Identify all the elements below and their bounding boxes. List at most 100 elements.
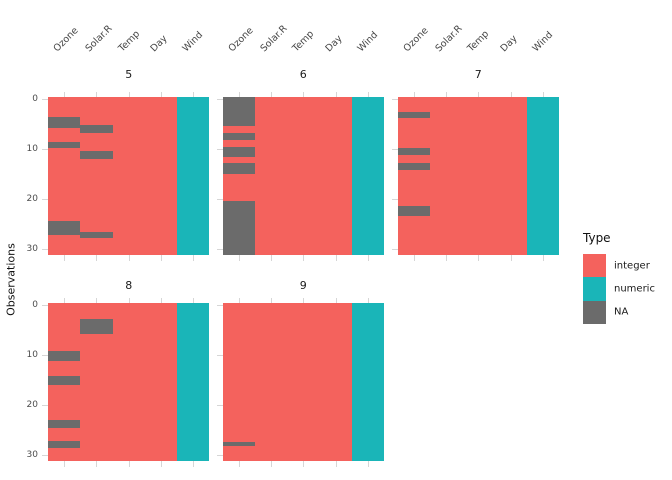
y-tick — [391, 249, 398, 250]
column-wind — [177, 303, 210, 461]
na-bar — [48, 376, 81, 386]
y-tick — [216, 355, 223, 356]
col-label-solarr: Solar.R — [258, 23, 290, 55]
x-tick-top — [96, 92, 98, 97]
facet-strip-6: 6 — [299, 68, 307, 81]
col-label-wind: Wind — [355, 29, 381, 55]
facet-strip-5: 5 — [125, 68, 133, 81]
x-tick-top — [128, 92, 130, 97]
legend-swatch-numeric — [583, 277, 606, 301]
x-tick-top — [542, 92, 544, 97]
col-label-ozone: Ozone — [226, 25, 256, 55]
na-bar — [48, 350, 81, 362]
na-bar — [48, 419, 81, 428]
col-label-temp: Temp — [465, 28, 492, 55]
x-tick-top — [510, 92, 512, 97]
y-tick — [216, 149, 223, 150]
column-temp — [112, 303, 145, 461]
facet-panel-7 — [397, 97, 560, 255]
col-label-ozone: Ozone — [51, 25, 81, 55]
x-tick-top — [128, 298, 130, 303]
facet-panel-9 — [222, 303, 385, 461]
y-tick — [391, 149, 398, 150]
x-tick-top — [367, 92, 369, 97]
x-tick-top — [238, 92, 240, 97]
na-bar — [397, 111, 430, 118]
x-tick-top — [335, 298, 337, 303]
x-tick-bottom — [96, 255, 98, 261]
column-solarr — [254, 97, 288, 255]
column-solarr — [80, 97, 113, 255]
col-label-day: Day — [323, 33, 345, 55]
x-tick-bottom — [96, 461, 98, 467]
y-tick — [391, 99, 398, 100]
y-tick-label: 30 — [26, 244, 38, 254]
x-tick-top — [161, 298, 163, 303]
na-bar — [48, 441, 81, 449]
legend-entry-na: NA — [583, 300, 668, 324]
legend-entry-numeric: numeric — [583, 277, 668, 301]
x-tick-top — [270, 298, 272, 303]
x-tick-bottom — [335, 255, 337, 261]
column-ozone — [397, 97, 430, 255]
x-tick-bottom — [303, 255, 305, 261]
y-tick — [216, 249, 223, 250]
column-solarr — [254, 303, 288, 461]
x-tick-top — [303, 92, 305, 97]
x-tick-top — [478, 92, 480, 97]
legend-label: NA — [614, 306, 629, 318]
y-tick-label: 0 — [32, 94, 38, 104]
x-tick-top — [193, 92, 195, 97]
y-tick-label: 10 — [26, 350, 38, 360]
x-tick-bottom — [270, 255, 272, 261]
na-bar — [397, 206, 430, 217]
y-tick — [216, 199, 223, 200]
x-tick-bottom — [270, 461, 272, 467]
na-bar — [80, 318, 113, 335]
col-label-solarr: Solar.R — [83, 23, 116, 55]
y-tick — [42, 99, 48, 100]
x-tick-bottom — [478, 255, 480, 261]
y-tick — [216, 405, 223, 406]
col-label-wind: Wind — [180, 29, 206, 55]
column-day — [144, 97, 178, 255]
na-bar — [222, 146, 255, 158]
column-ozone — [222, 97, 255, 255]
legend-label: integer — [614, 260, 650, 272]
x-tick-bottom — [161, 255, 163, 261]
x-tick-top — [445, 92, 447, 97]
col-label-solarr: Solar.R — [433, 23, 465, 55]
facet-panel-8 — [48, 303, 210, 461]
x-tick-top — [193, 298, 195, 303]
x-tick-bottom — [64, 461, 66, 467]
facet-strip-8: 8 — [125, 279, 133, 292]
na-bar — [397, 148, 430, 156]
x-tick-top — [413, 92, 415, 97]
column-temp — [287, 303, 320, 461]
x-tick-top — [64, 92, 66, 97]
y-tick-label: 10 — [26, 144, 38, 154]
x-tick-bottom — [238, 255, 240, 261]
na-bar — [48, 117, 81, 128]
col-label-wind: Wind — [530, 29, 556, 55]
y-tick — [42, 199, 48, 200]
x-tick-bottom — [128, 255, 130, 261]
column-wind — [177, 97, 210, 255]
y-tick-label: 20 — [26, 400, 38, 410]
na-bar — [80, 231, 113, 239]
y-tick — [42, 249, 48, 250]
y-tick — [42, 405, 48, 406]
x-tick-top — [335, 92, 337, 97]
x-tick-bottom — [128, 461, 130, 467]
column-temp — [112, 97, 145, 255]
x-tick-bottom — [193, 255, 195, 261]
y-tick — [216, 99, 223, 100]
facet-panel-6 — [222, 97, 385, 255]
column-ozone — [48, 303, 81, 461]
x-tick-top — [96, 298, 98, 303]
column-day — [319, 97, 352, 255]
column-wind — [351, 303, 384, 461]
col-label-temp: Temp — [116, 28, 142, 55]
y-tick — [391, 199, 398, 200]
